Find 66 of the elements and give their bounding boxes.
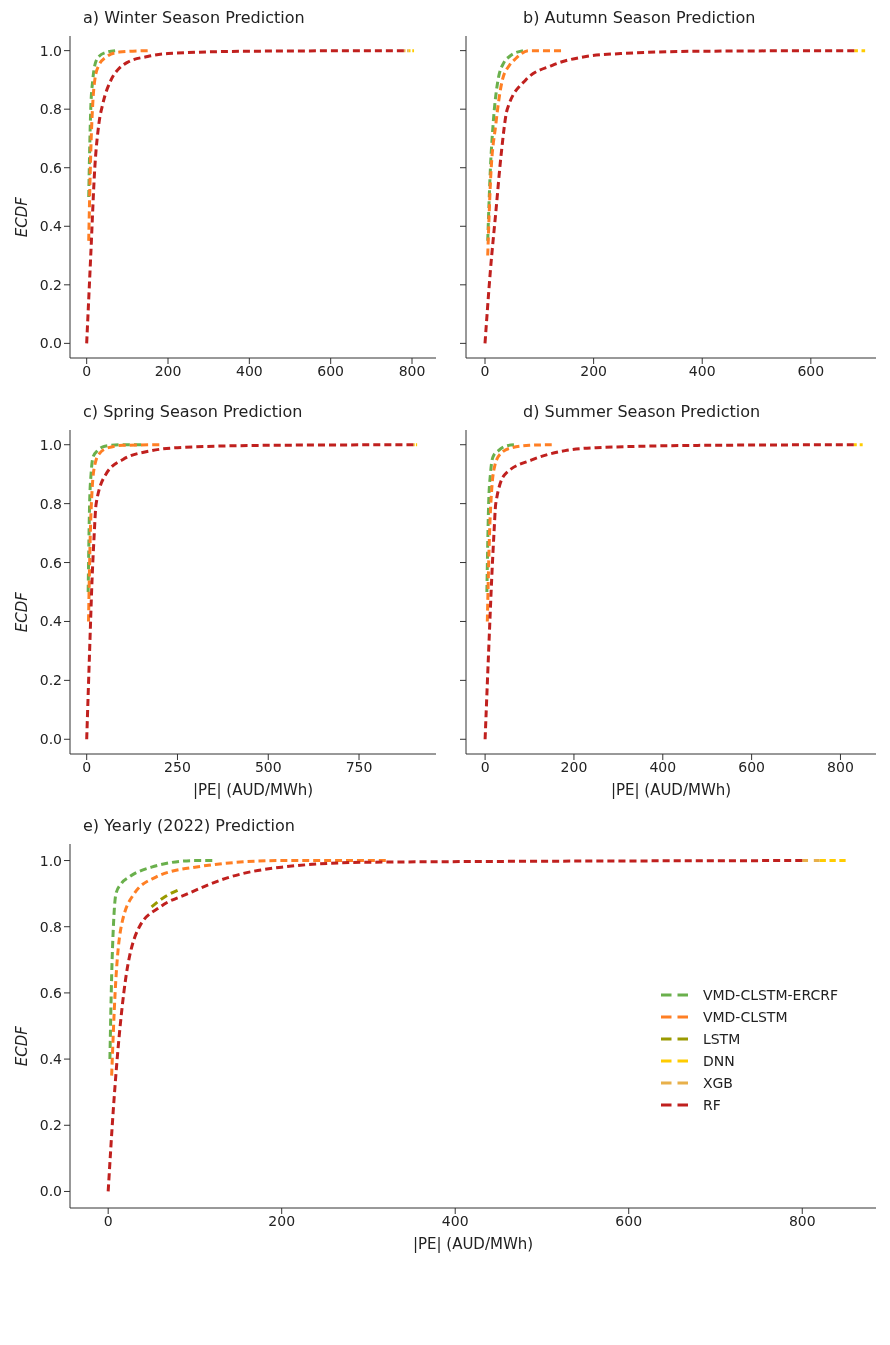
x-tick-label: 400 — [649, 758, 677, 775]
y-tick-label: 0.2 — [39, 672, 62, 689]
x-tick-label: 600 — [615, 1212, 643, 1229]
x-axis-title: |PE| (AUD/MWh) — [192, 780, 314, 799]
y-tick-label: 1.0 — [39, 436, 62, 453]
line-series — [87, 49, 150, 243]
x-tick-label: 500 — [254, 758, 282, 775]
y-tick-label: 1.0 — [39, 42, 62, 59]
line-series — [85, 49, 406, 345]
y-tick-label: 0.4 — [39, 218, 63, 235]
y-axis-title: ECDF — [13, 591, 32, 633]
x-tick-label: 0 — [480, 362, 490, 379]
y-tick-label: 0.0 — [39, 335, 62, 352]
chart-title: e) Yearly (2022) Prediction — [83, 816, 296, 837]
y-tick-label: 0.4 — [39, 1051, 63, 1068]
x-tick-label: 0 — [82, 758, 92, 775]
x-tick-label: 0 — [103, 1212, 113, 1229]
legend-label: VMD-CLSTM-ERCRF — [702, 986, 838, 1003]
y-tick-label: 0.8 — [39, 101, 62, 118]
line-series — [85, 443, 415, 741]
x-tick-label: 800 — [398, 362, 426, 379]
x-tick-label: 200 — [154, 362, 182, 379]
x-tick-label: 200 — [268, 1212, 296, 1229]
x-tick-label: 600 — [317, 362, 345, 379]
x-tick-label: 800 — [827, 758, 854, 775]
x-tick-label: 600 — [797, 362, 825, 379]
x-axis-title: |PE| (AUD/MWh) — [412, 1234, 534, 1253]
chart-title: a) Winter Season Prediction — [83, 8, 306, 29]
y-tick-label: 0.2 — [39, 1117, 62, 1134]
x-tick-label: 250 — [164, 758, 191, 775]
y-axis-title: ECDF — [13, 196, 32, 238]
y-tick-label: 0.6 — [39, 984, 63, 1001]
x-tick-label: 0 — [480, 758, 490, 775]
legend-label: VMD-CLSTM — [702, 1008, 788, 1025]
x-tick-label: 400 — [441, 1212, 469, 1229]
legend-label: RF — [702, 1096, 721, 1113]
legend-label: DNN — [702, 1052, 735, 1069]
x-tick-label: 400 — [235, 362, 263, 379]
y-tick-label: 0.0 — [39, 1183, 62, 1200]
y-tick-label: 0.6 — [39, 554, 63, 571]
y-tick-label: 1.0 — [39, 852, 62, 869]
x-tick-label: 400 — [688, 362, 716, 379]
chart-title: c) Spring Season Prediction — [83, 402, 304, 423]
y-axis-title: ECDF — [13, 1025, 32, 1067]
chart-title: d) Summer Season Prediction — [523, 402, 762, 423]
x-tick-label: 750 — [345, 758, 373, 775]
x-tick-label: 600 — [738, 758, 765, 775]
line-series — [110, 859, 388, 1078]
y-tick-label: 0.2 — [39, 276, 62, 293]
x-tick-label: 200 — [560, 758, 588, 775]
y-tick-label: 0.8 — [39, 918, 62, 935]
y-tick-label: 0.8 — [39, 495, 62, 512]
x-tick-label: 200 — [580, 362, 607, 379]
legend-label: LSTM — [702, 1030, 741, 1047]
legend-label: XGB — [702, 1074, 733, 1091]
x-axis-title: |PE| (AUD/MWh) — [610, 780, 732, 799]
y-tick-label: 0.4 — [39, 613, 63, 630]
y-tick-label: 0.0 — [39, 731, 62, 748]
line-series — [87, 443, 161, 623]
y-tick-label: 0.6 — [39, 159, 63, 176]
x-tick-label: 0 — [82, 362, 92, 379]
line-series — [87, 49, 117, 199]
chart-title: b) Autumn Season Prediction — [523, 8, 757, 29]
line-series — [108, 859, 214, 1061]
x-tick-label: 800 — [788, 1212, 816, 1229]
line-series — [86, 443, 143, 594]
